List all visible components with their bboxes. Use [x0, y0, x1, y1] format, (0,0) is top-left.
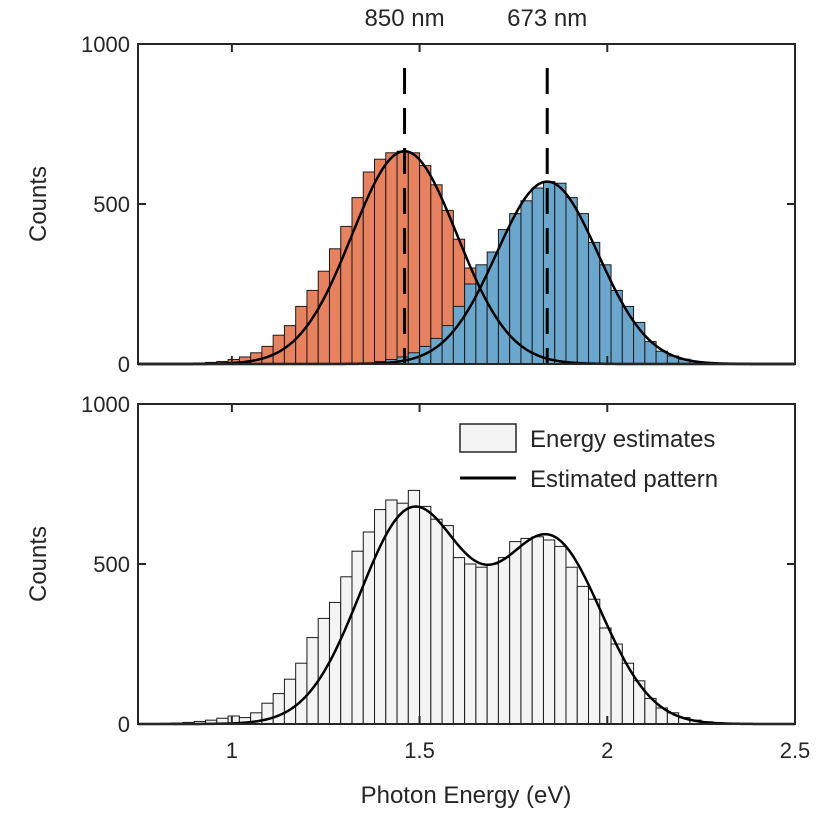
bottom-energy-estimates-bar — [509, 541, 522, 725]
top-673nm-bar — [588, 241, 601, 365]
bottom-energy-estimates-bar — [475, 566, 488, 725]
bottom-energy-estimates-bar — [272, 693, 285, 725]
bottom-panel: 0 500 1000 1 1.5 2 2.5 Counts Photon Energy (e… — [25, 392, 810, 809]
top-ytick-label: 1000 — [81, 32, 130, 57]
bottom-energy-estimates-bar — [565, 566, 578, 725]
bottom-energy-estimates-bar — [340, 576, 353, 725]
bottom-energy-estimates-bar — [588, 598, 601, 725]
top-850nm-bar — [295, 305, 308, 365]
top-bars-673nm — [374, 181, 725, 365]
top-annotations: 850 nm 673 nm — [365, 5, 587, 364]
bottom-energy-estimates-bar — [497, 557, 511, 725]
top-673nm-bar — [520, 200, 533, 365]
top-673nm-bar — [497, 229, 511, 365]
top-850nm-bar — [419, 165, 432, 365]
bottom-energy-estimates-bar — [520, 537, 533, 725]
bottom-energy-estimates-bar — [419, 505, 432, 725]
top-673nm-bar — [452, 305, 466, 365]
top-673nm-bar — [542, 181, 556, 365]
bottom-fit-line — [138, 505, 795, 726]
top-axes: 0 500 1000 — [81, 32, 796, 377]
bottom-energy-estimates-bar — [374, 509, 387, 725]
bottom-axes-box — [137, 403, 796, 725]
top-850nm-bar — [306, 289, 319, 365]
top-850nm-bar — [430, 184, 443, 365]
top-y-axis-label: Counts — [25, 166, 52, 242]
bottom-energy-estimates-bar — [396, 502, 409, 725]
bottom-energy-estimates-bar — [542, 539, 556, 725]
top-673nm-bar — [576, 213, 590, 365]
top-ytick-label: 500 — [93, 192, 130, 217]
bottom-xtick-label: 1 — [226, 738, 238, 763]
bottom-energy-estimates-bar — [554, 545, 567, 725]
bottom-energy-estimates-bar — [430, 518, 443, 725]
bottom-energy-estimates-bar — [283, 678, 297, 725]
top-850nm-bar — [396, 150, 409, 365]
bottom-energy-estimates-bar — [306, 637, 319, 725]
bottom-ytick-label: 0 — [118, 712, 130, 737]
bottom-energy-estimates-bar — [464, 563, 477, 725]
annotation-label: 850 nm — [365, 5, 445, 32]
x-axis-label: Photon Energy (eV) — [361, 782, 572, 809]
legend-swatch-energy-estimates — [459, 423, 517, 453]
bottom-bars-energy-estimates — [160, 489, 736, 725]
bottom-energy-estimates-bar — [407, 489, 421, 725]
top-850nm-bar — [317, 270, 330, 365]
bottom-energy-estimates-bar — [599, 627, 612, 725]
bottom-energy-estimates-bar — [486, 563, 499, 725]
bottom-xtick-label: 2.5 — [780, 738, 811, 763]
bottom-energy-estimates-bar — [328, 601, 342, 725]
bottom-estimated-pattern-curve — [138, 505, 795, 726]
top-axes-box — [137, 43, 796, 365]
bottom-energy-estimates-bar — [351, 550, 364, 725]
annotation-label: 673 nm — [507, 5, 587, 32]
bottom-ytick-label: 1000 — [81, 392, 130, 417]
top-850nm-bar — [374, 158, 387, 365]
bottom-xtick-label: 2 — [601, 738, 613, 763]
top-673nm-bar — [464, 283, 477, 365]
bottom-xtick-label: 1.5 — [404, 738, 435, 763]
legend-label-energy-estimates: Energy estimates — [530, 426, 715, 453]
top-673nm-bar — [621, 305, 635, 365]
top-panel: 850 nm 673 nm 0 500 1000 Counts — [25, 5, 796, 377]
top-850nm-bar — [385, 152, 398, 365]
bottom-energy-estimates-bar — [295, 662, 308, 725]
top-ytick-label: 0 — [118, 352, 130, 377]
top-673nm-bar — [554, 182, 567, 365]
top-673nm-bar — [565, 197, 578, 365]
bottom-energy-estimates-bar — [452, 557, 466, 725]
bottom-energy-estimates-bar — [610, 643, 623, 725]
bottom-energy-estimates-bar — [576, 585, 590, 725]
bottom-ytick-label: 500 — [93, 552, 130, 577]
bottom-y-axis-label: Counts — [25, 526, 52, 602]
top-673nm-bar — [531, 187, 544, 365]
bottom-energy-estimates-bar — [441, 525, 454, 725]
legend: Energy estimates Estimated pattern — [459, 423, 718, 493]
legend-label-estimated-pattern: Estimated pattern — [530, 466, 718, 493]
bottom-energy-estimates-bar — [531, 536, 544, 725]
top-850nm-bar — [407, 152, 421, 365]
